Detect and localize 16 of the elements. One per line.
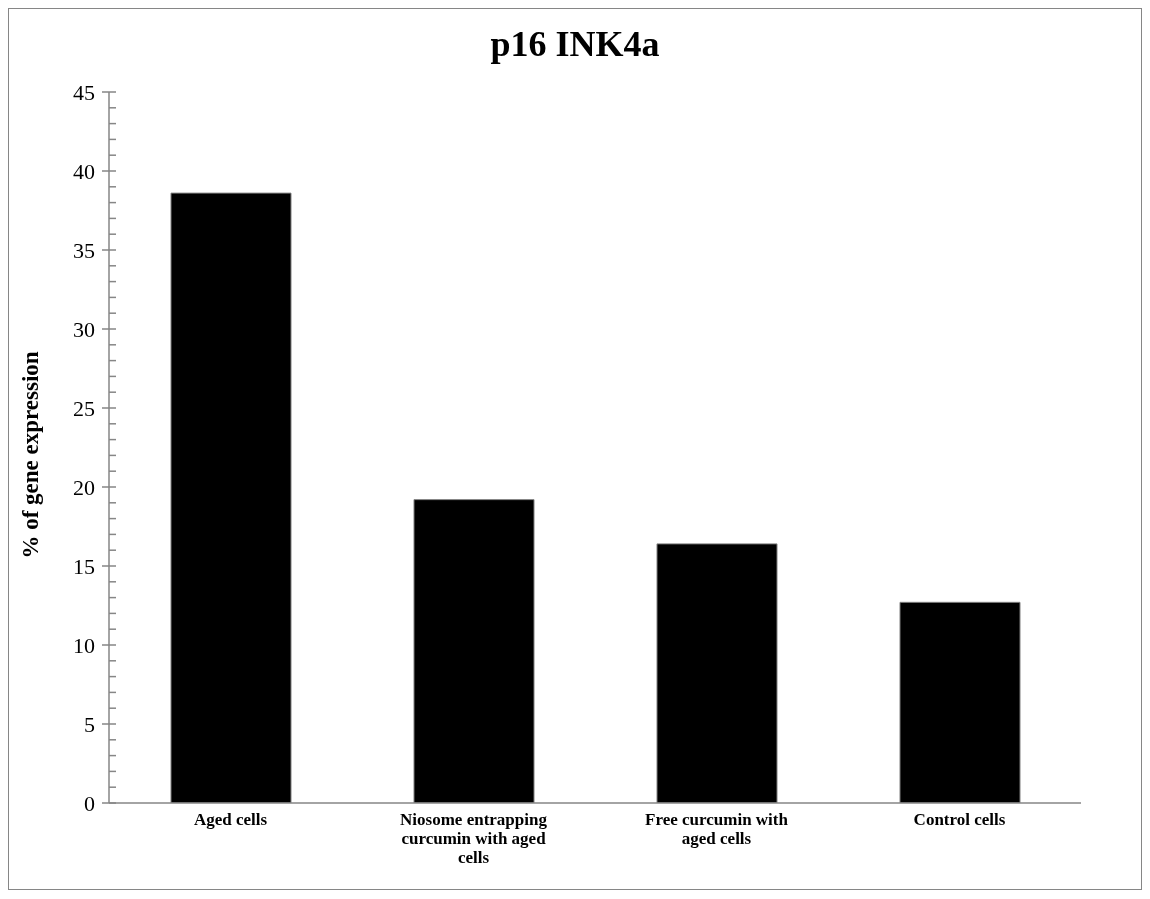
- x-tick-label: Aged cells: [193, 810, 268, 829]
- y-axis-title: % of gene expression: [18, 351, 44, 559]
- y-tick-label: 40: [73, 158, 95, 184]
- x-tick-label: Free curcumin with aged cells: [645, 810, 789, 848]
- y-tick-label: 20: [73, 474, 95, 500]
- y-tick-label: 45: [73, 79, 95, 105]
- chart-title: p16 INK4a: [489, 23, 661, 65]
- y-tick-label: 30: [73, 316, 95, 342]
- y-tick-label: 15: [73, 553, 95, 579]
- y-tick-label: 10: [73, 632, 95, 658]
- y-tick-label: 5: [84, 711, 95, 737]
- x-tick-label: Control cells: [913, 810, 1006, 829]
- x-tick-label: Niosome entrapping curcumin with aged cells: [400, 810, 548, 867]
- y-tick-label: 35: [73, 237, 95, 263]
- y-tick-label: 0: [84, 790, 95, 816]
- y-tick-label: 25: [73, 395, 95, 421]
